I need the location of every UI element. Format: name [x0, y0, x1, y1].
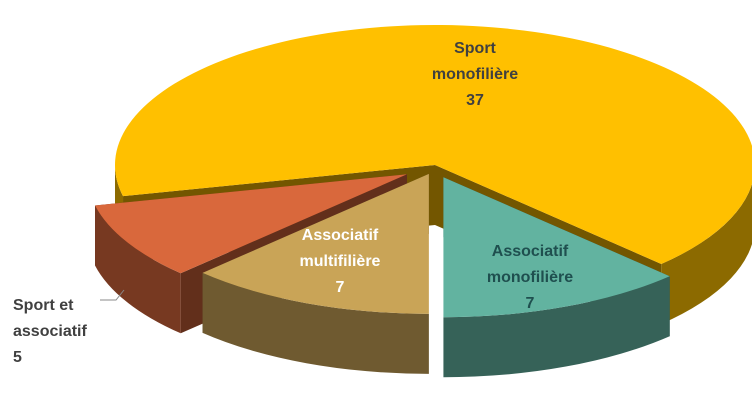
data-label: Associatif multifilière 7	[280, 223, 400, 301]
data-label: Associatif monofilière 7	[470, 239, 590, 317]
leader-line	[100, 289, 125, 301]
slice-wall	[443, 276, 670, 378]
category-label: Associatif monofilière	[486, 243, 574, 286]
slice	[202, 173, 429, 374]
value-label: 7	[335, 279, 345, 296]
data-label: Sport et associatif 5	[13, 293, 103, 371]
slice-wall	[202, 272, 429, 374]
slice-top	[202, 173, 429, 314]
slice-top	[443, 177, 670, 318]
value-label: 7	[525, 295, 535, 312]
category-label: Sport et associatif	[13, 297, 87, 340]
slice-wall	[661, 184, 752, 324]
data-label: Sport monofilière 37	[415, 36, 535, 114]
category-label: Associatif multifilière	[299, 227, 381, 270]
slice	[443, 177, 670, 378]
slice-wall	[95, 205, 181, 334]
slice-top	[115, 25, 752, 264]
value-label: 5	[13, 349, 22, 366]
slices	[95, 25, 752, 378]
value-label: 37	[466, 92, 484, 109]
slice-top	[95, 174, 407, 274]
category-label: Sport monofilière	[431, 40, 519, 83]
